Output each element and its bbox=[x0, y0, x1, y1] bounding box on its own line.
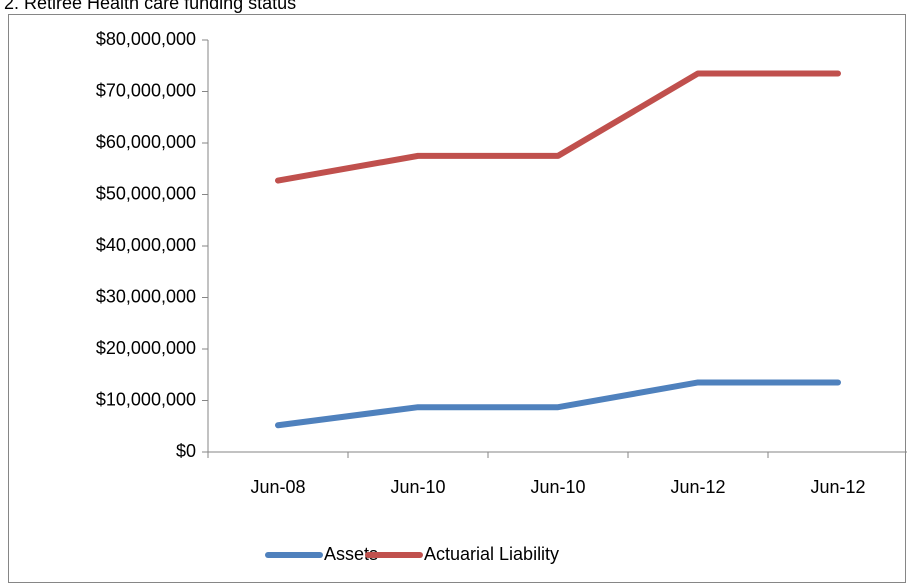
x-tick-label: Jun-12 bbox=[810, 477, 865, 497]
y-tick-label: $50,000,000 bbox=[96, 183, 196, 203]
y-tick-label: $0 bbox=[176, 441, 196, 461]
chart-frame bbox=[8, 14, 906, 583]
y-tick-label: $10,000,000 bbox=[96, 389, 196, 409]
y-tick-label: $30,000,000 bbox=[96, 286, 196, 306]
x-tick-label: Jun-10 bbox=[390, 477, 445, 497]
y-tick-label: $80,000,000 bbox=[96, 29, 196, 49]
legend-label: Actuarial Liability bbox=[424, 544, 559, 564]
x-tick-label: Jun-10 bbox=[530, 477, 585, 497]
series-line bbox=[275, 379, 841, 429]
y-tick-label: $40,000,000 bbox=[96, 235, 196, 255]
series-line bbox=[275, 70, 841, 184]
chart-title: 2. Retiree Health care funding status bbox=[4, 0, 296, 13]
x-tick-label: Jun-08 bbox=[250, 477, 305, 497]
legend-label: Assets bbox=[324, 544, 378, 564]
x-tick-label: Jun-12 bbox=[670, 477, 725, 497]
y-tick-label: $60,000,000 bbox=[96, 132, 196, 152]
y-tick-label: $20,000,000 bbox=[96, 338, 196, 358]
y-tick-label: $70,000,000 bbox=[96, 80, 196, 100]
